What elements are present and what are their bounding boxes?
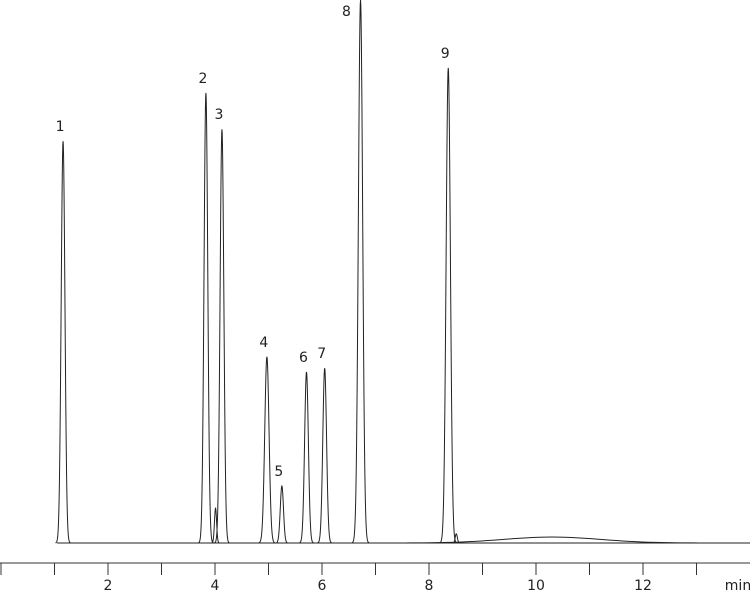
peak-label: 2 [198,71,207,87]
peak-label: 7 [317,346,326,362]
peak [55,141,71,544]
x-axis-label: min [725,578,750,594]
peak-label: 9 [441,46,450,62]
x-tick-label: 6 [318,578,327,594]
peak-label: 6 [299,350,308,366]
x-tick-label: 8 [425,578,434,594]
peak-label: 5 [274,464,283,480]
peak-label: 3 [214,107,223,123]
peak [258,356,276,544]
peak-label: 8 [342,4,351,20]
peak-label: 4 [259,335,268,351]
x-tick-label: 4 [211,578,220,594]
x-tick-label: 2 [104,578,113,594]
peak [214,129,230,544]
peak [275,484,289,544]
peak-label: 1 [56,119,65,135]
peak [211,507,220,544]
peak [198,92,214,544]
peak [351,0,370,544]
peak [359,536,745,544]
peak [439,67,457,544]
x-tick-label: 10 [527,578,545,594]
peak [298,371,315,544]
peak [317,368,333,544]
x-tick-label: 12 [634,578,652,594]
